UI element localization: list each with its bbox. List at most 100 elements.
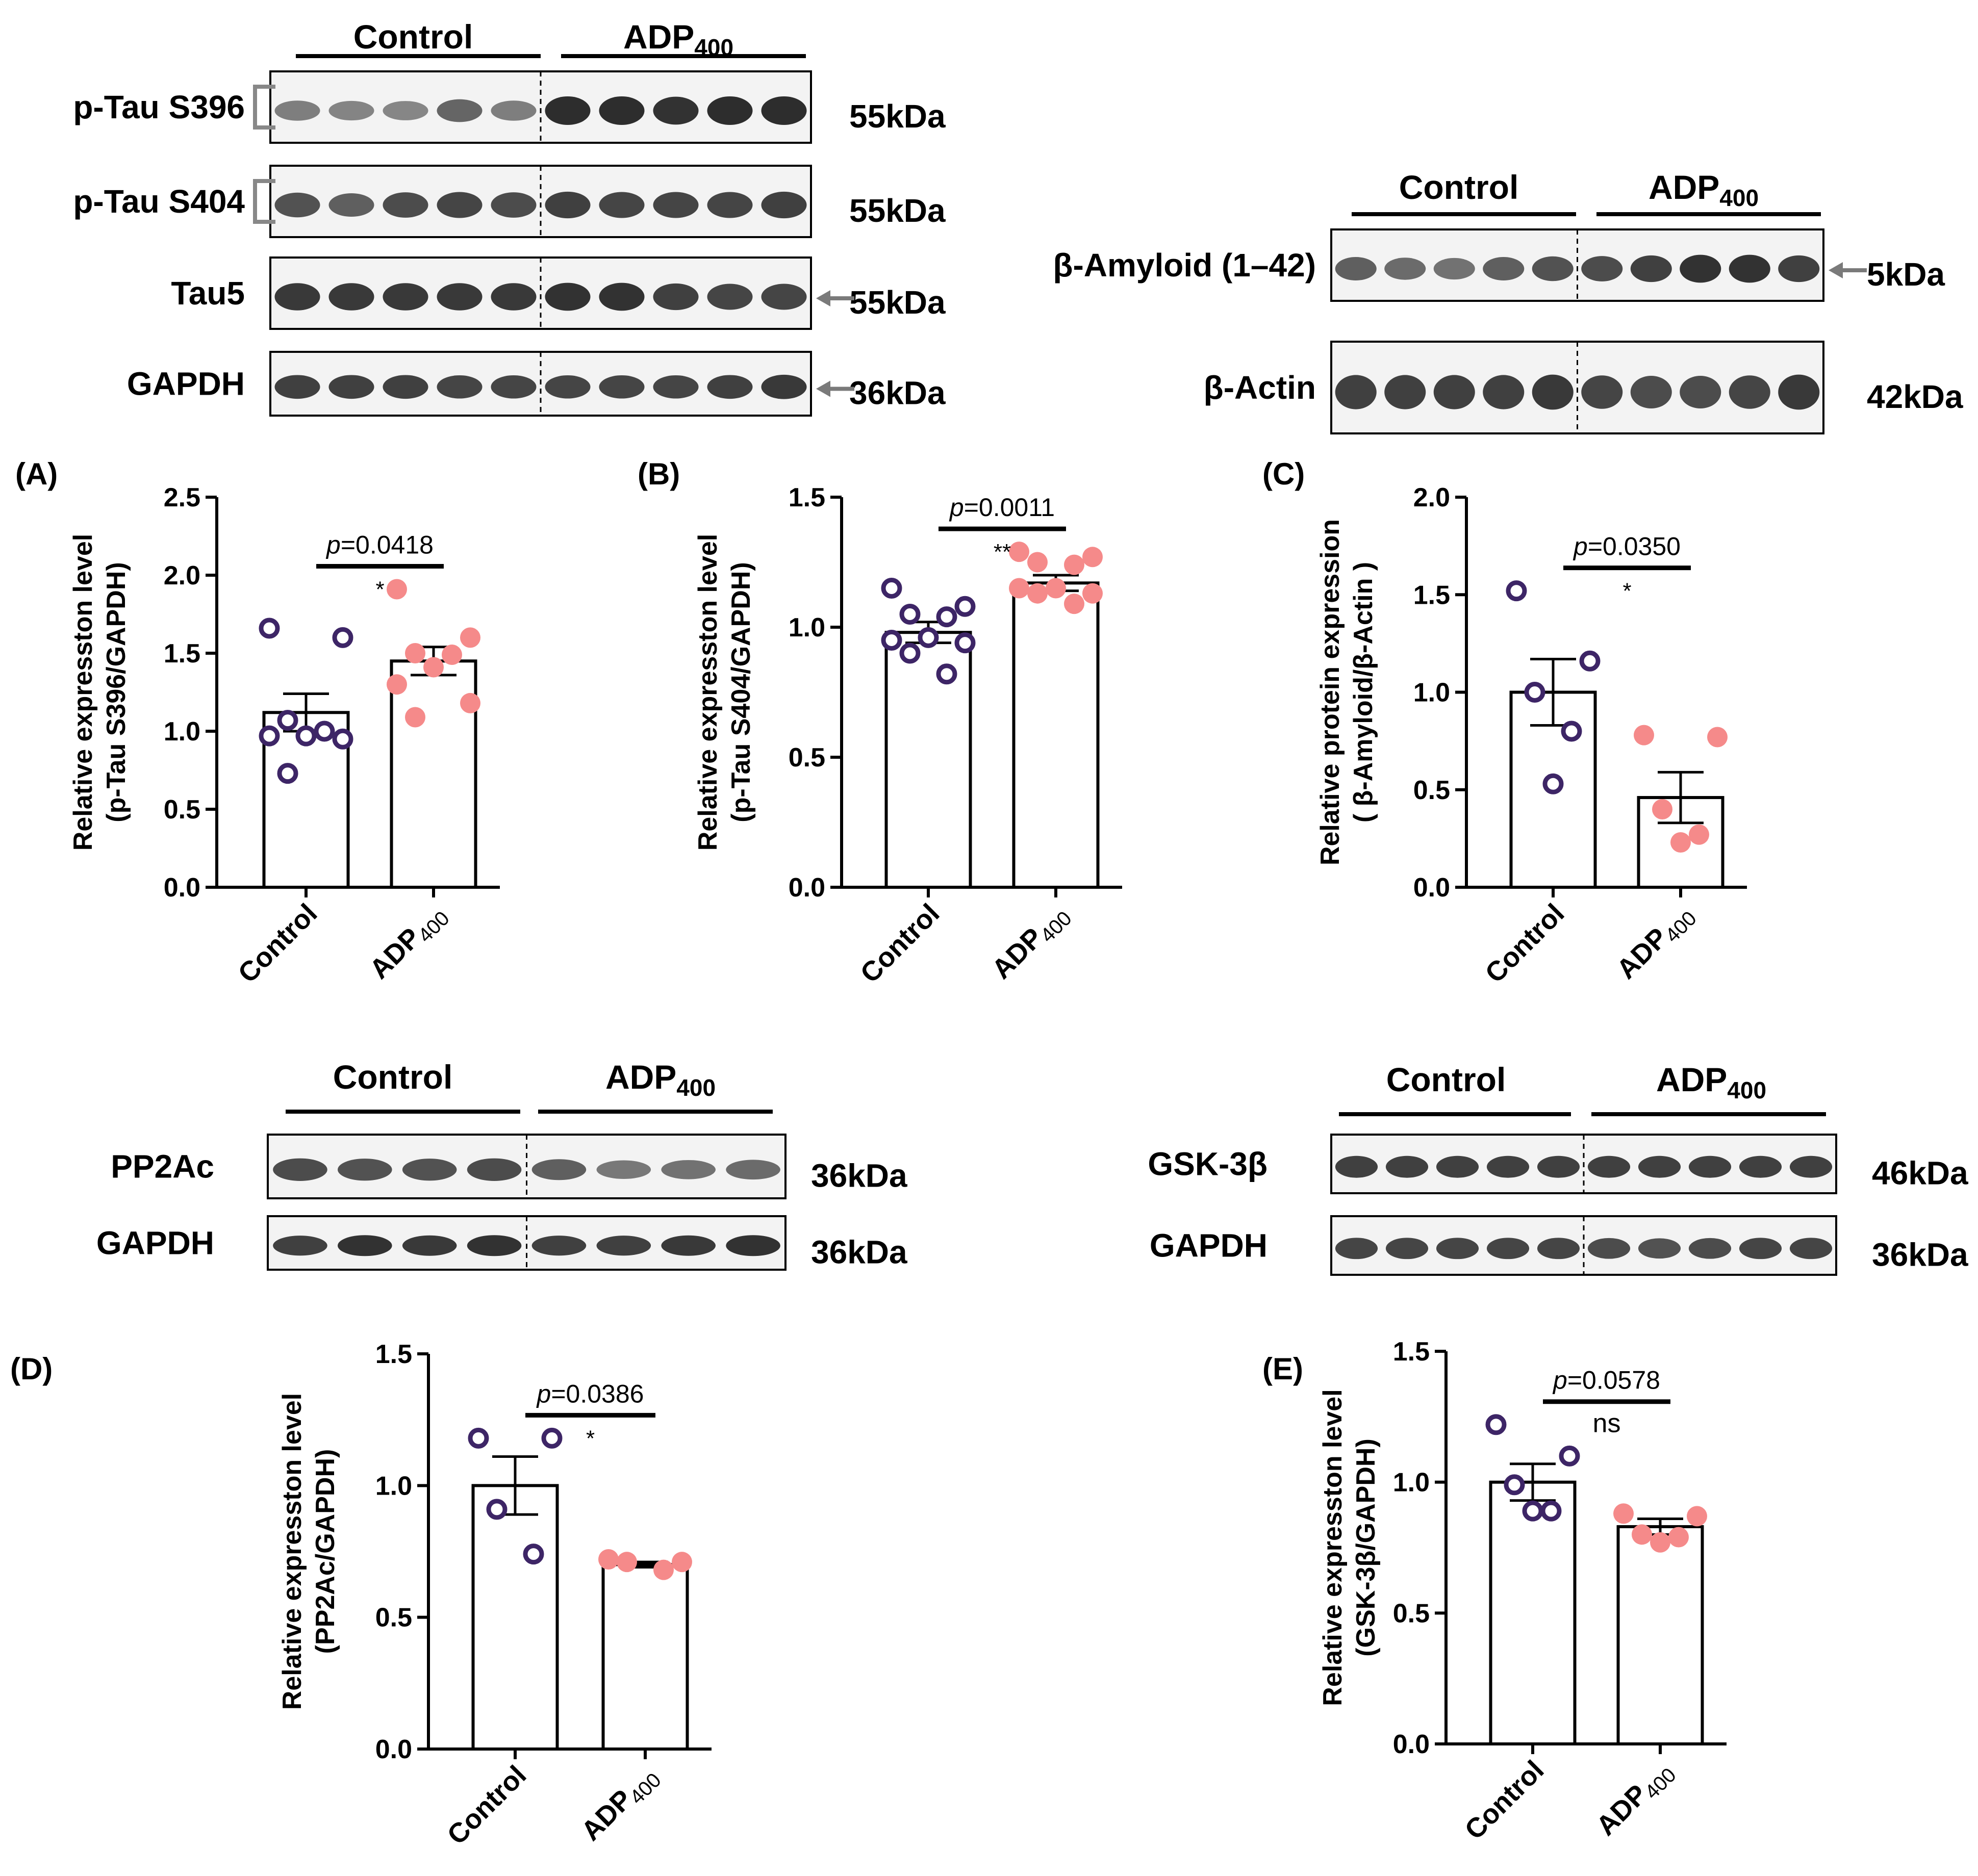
data-point-control — [295, 725, 317, 747]
blot-row: β-Amyloid (1–42) 5kDa — [1053, 228, 1945, 302]
blot-band — [707, 284, 753, 310]
blot-row: p-Tau S396 55kDa — [73, 70, 946, 144]
blot-band — [1335, 1238, 1378, 1260]
blot-band — [1680, 254, 1721, 283]
blot-band — [761, 191, 807, 219]
p-value-text: =0.0350 — [1588, 532, 1681, 561]
data-point-control — [332, 728, 353, 750]
blot-kda: 55kDa — [849, 192, 946, 229]
p-value: p=0.0011 — [949, 493, 1055, 522]
p-value-text: =0.0418 — [341, 531, 434, 559]
blot-band — [1688, 1238, 1732, 1259]
blot-label: p-Tau S396 — [73, 89, 245, 125]
panel-label: (C) — [1262, 457, 1305, 491]
blot-label: β-Actin — [1204, 369, 1316, 406]
blot-band — [491, 192, 537, 218]
y-tick-label: 0.0 — [375, 1735, 412, 1764]
blot-band — [1581, 256, 1623, 281]
blot-label: GAPDH — [96, 1225, 214, 1262]
y-axis-label: Relative expresston level (p-Tau S396/GAP… — [68, 534, 131, 851]
blot-band — [661, 1160, 716, 1179]
data-point-control — [468, 1427, 489, 1449]
blot-header-adp: ADP400 — [1649, 168, 1759, 211]
blot-band — [726, 1160, 780, 1180]
panel-label: (E) — [1262, 1352, 1303, 1386]
blot-header-adp: ADP400 — [605, 1058, 716, 1101]
data-point-adp — [1082, 583, 1103, 604]
data-point-adp — [653, 1559, 674, 1580]
blot-kda: 46kDa — [1872, 1155, 1968, 1192]
y-label-line1: Relative expresston level — [1318, 1389, 1348, 1706]
blot-header-adp-subscript: 400 — [1719, 185, 1759, 211]
y-tick-label: 2.0 — [1413, 483, 1450, 512]
y-tick-label: 0.5 — [789, 743, 825, 773]
bar-adp — [390, 659, 477, 889]
bar-control — [1489, 1480, 1577, 1746]
y-tick-label: 0.0 — [164, 873, 200, 903]
blot-kda: 55kDa — [849, 98, 946, 135]
blot-label: p-Tau S404 — [73, 183, 245, 220]
blot-band — [383, 101, 428, 120]
blot-amyloid: Control ADP400 β-Amyloid (1–42) 5kDa β-Actin… — [1053, 168, 1963, 434]
blot-band — [491, 375, 537, 399]
blot-band — [1630, 255, 1672, 282]
blot-header-adp-main: ADP — [1656, 1061, 1727, 1098]
y-tick-label: 1.5 — [789, 483, 825, 512]
data-point-control — [1504, 1474, 1525, 1496]
blot-pp2a: Control ADP400 PP2Ac 36kDa GAPDH 36kDa — [96, 1058, 907, 1271]
blot-band — [1486, 1155, 1530, 1178]
blot-band — [1729, 254, 1770, 283]
y-label-line2: (GSK-3β/GAPDH) — [1351, 1438, 1381, 1657]
blot-band — [707, 192, 753, 218]
data-point-control — [1561, 721, 1582, 742]
data-point-adp — [442, 645, 462, 665]
blot-label: GAPDH — [1150, 1227, 1267, 1264]
data-point-control — [332, 627, 353, 648]
panel-label: (A) — [15, 457, 58, 491]
blot-band — [1789, 1238, 1833, 1260]
data-point-control — [954, 596, 976, 617]
y-label-line2: (p-Tau S396/GAPDH) — [102, 562, 131, 822]
bar-adp — [1012, 581, 1100, 889]
blot-band — [328, 100, 374, 121]
significance-mark: ** — [994, 539, 1011, 564]
bar-control — [471, 1484, 559, 1751]
y-tick-label: 1.0 — [1413, 678, 1450, 708]
y-tick-label: 2.0 — [164, 561, 200, 590]
blot-label: Tau5 — [171, 275, 245, 312]
blot-header-adp-subscript: 400 — [1727, 1077, 1766, 1103]
blot-band — [1436, 1238, 1479, 1260]
blot-band — [1335, 1155, 1378, 1178]
blot-band — [545, 191, 591, 219]
blot-band — [402, 1159, 457, 1181]
blot-band — [383, 283, 428, 311]
blot-band — [1384, 375, 1426, 409]
blot-band — [1778, 255, 1820, 282]
blot-band — [467, 1235, 522, 1256]
blot-band — [383, 192, 428, 218]
blot-band — [1739, 1238, 1782, 1260]
data-point-adp — [617, 1552, 637, 1573]
data-point-adp — [1687, 1506, 1707, 1527]
data-point-control — [259, 618, 280, 639]
y-label-line1: Relative expresston level — [68, 534, 98, 851]
y-tick-label: 0.5 — [164, 795, 200, 825]
data-point-control — [881, 578, 902, 599]
y-label-line1: Relative expresston level — [693, 534, 723, 851]
p-value-text: =0.0011 — [964, 493, 1055, 522]
blot-kda: 5kDa — [1867, 256, 1945, 293]
blot-band — [273, 1158, 327, 1181]
data-point-adp — [1634, 725, 1654, 746]
data-point-control — [486, 1499, 508, 1520]
chart-1: (B) 0.0 0.5 1.0 1.5 Relative expresston level… — [638, 457, 1122, 989]
blot-header-adp-main: ADP — [623, 18, 694, 56]
significance-mark: * — [1622, 579, 1631, 604]
blot-kda: 36kDa — [811, 1158, 907, 1194]
data-point-adp — [1613, 1503, 1634, 1524]
blot-band — [328, 193, 374, 217]
blot-band — [599, 282, 645, 311]
data-point-control — [936, 663, 957, 685]
data-point-adp — [1689, 824, 1709, 845]
